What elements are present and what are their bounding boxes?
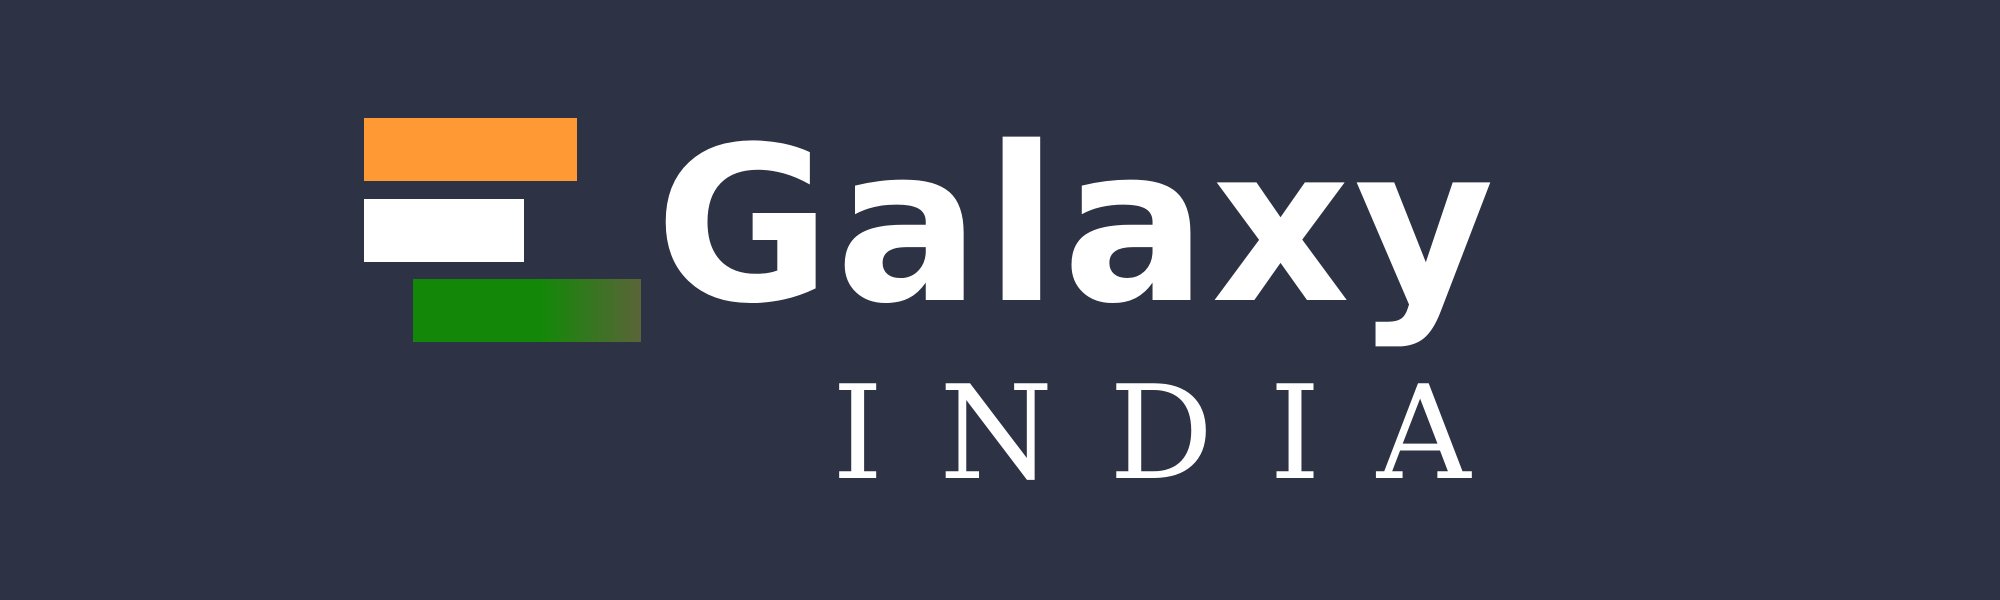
flag-bar-white	[364, 199, 524, 262]
flag-bar-saffron	[364, 118, 577, 181]
brand-region: INDIA	[832, 357, 1527, 509]
brand-wordmark: Galaxy	[655, 100, 1499, 351]
flag-bar-green	[413, 279, 641, 342]
